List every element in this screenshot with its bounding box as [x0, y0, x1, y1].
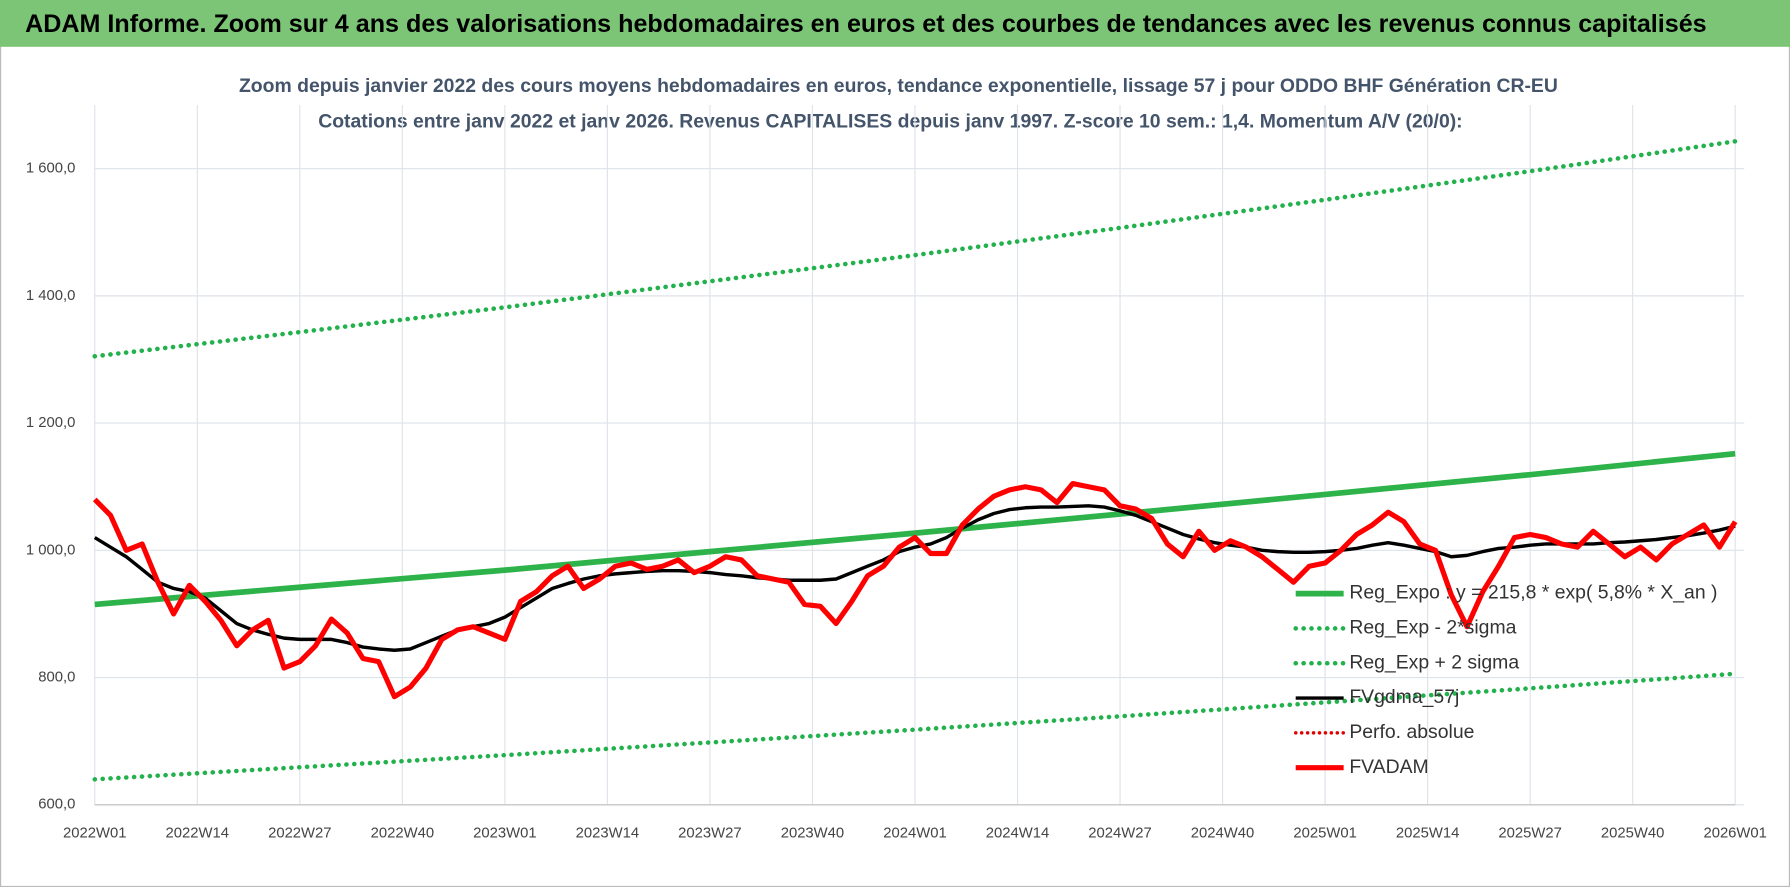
y-tick-label: 1 600,0 [26, 161, 75, 177]
legend-label: Reg_Exp - 2*sigma [1349, 617, 1516, 639]
series-line [93, 504, 1736, 652]
series-line [92, 671, 1738, 782]
series-line [92, 139, 1738, 359]
y-tick-label: 600,0 [38, 797, 75, 813]
x-tick-label: 2026W01 [1703, 825, 1766, 841]
x-tick-label: 2024W14 [986, 825, 1049, 841]
y-tick-label: 1 400,0 [26, 288, 75, 304]
x-tick-label: 2022W40 [371, 825, 434, 841]
x-tick-label: 2023W14 [576, 825, 639, 841]
x-tick-label: 2023W27 [678, 825, 741, 841]
x-tick-label: 2024W01 [883, 825, 946, 841]
series-line [94, 450, 1736, 608]
x-tick-label: 2025W40 [1601, 825, 1664, 841]
chart-title: Zoom depuis janvier 2022 des cours moyen… [239, 75, 1558, 97]
x-tick-label: 2025W14 [1396, 825, 1459, 841]
x-tick-label: 2022W27 [268, 825, 331, 841]
x-tick-label: 2023W40 [781, 825, 844, 841]
legend-label: Reg_Expo : y = 215,8 * exp( 5,8% * X_an … [1349, 582, 1717, 604]
header-bar [0, 0, 1790, 47]
series-line [92, 481, 1738, 700]
legend-label: Perfo. absolue [1349, 721, 1474, 743]
x-tick-label: 2025W01 [1293, 825, 1356, 841]
legend-label: FVgdma_57j [1349, 686, 1459, 708]
y-tick-label: 800,0 [38, 669, 75, 685]
header-title: ADAM Informe. Zoom sur 4 ans des valoris… [25, 10, 1707, 38]
x-tick-label: 2023W01 [473, 825, 536, 841]
legend-label: Reg_Exp + 2 sigma [1349, 651, 1519, 673]
x-tick-label: 2022W01 [63, 825, 126, 841]
x-tick-label: 2024W27 [1088, 825, 1151, 841]
x-tick-label: 2024W40 [1191, 825, 1254, 841]
y-tick-label: 1 000,0 [26, 542, 75, 558]
chart-subtitle: Cotations entre janv 2022 et janv 2026. … [318, 110, 1462, 132]
x-tick-label: 2025W27 [1498, 825, 1561, 841]
x-tick-label: 2022W14 [166, 825, 229, 841]
y-tick-label: 1 200,0 [26, 415, 75, 431]
legend-label: FVADAM [1349, 756, 1428, 778]
